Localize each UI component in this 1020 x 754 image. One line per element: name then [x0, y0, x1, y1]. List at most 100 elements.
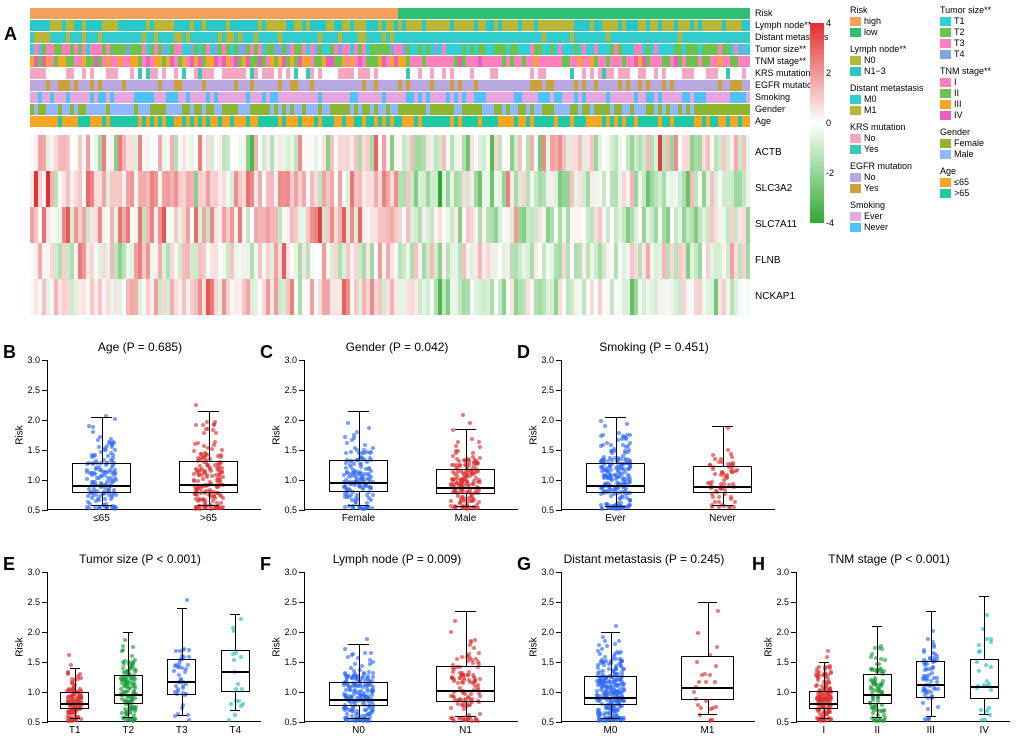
jitter-point [370, 710, 374, 714]
boxplot-title: Tumor size (P < 0.001) [15, 552, 265, 566]
boxplot-plot-area: Risk0.51.01.52.02.53.0T1T2T3T4 [47, 572, 261, 722]
legend-item: M1 [850, 105, 924, 116]
x-tick-label: IV [980, 721, 989, 736]
whisker [931, 698, 932, 716]
jitter-point [932, 656, 936, 660]
whisker-cap [230, 614, 240, 615]
legend-item-label: T3 [954, 39, 965, 48]
jitter-point [351, 709, 355, 713]
jitter-point [219, 453, 223, 457]
legend-item: high [850, 16, 924, 27]
panel-label: E [3, 554, 15, 575]
y-tick-label: 2.5 [27, 597, 48, 607]
legend-item-label: III [954, 100, 962, 109]
jitter-point [352, 433, 356, 437]
jitter-point [596, 663, 600, 667]
jitter-point [477, 651, 481, 655]
box [72, 463, 131, 493]
heatmap-row-label: NCKAP1 [755, 291, 795, 302]
legend-swatch [940, 78, 951, 87]
jitter-point [96, 438, 100, 442]
whisker [466, 429, 467, 469]
heatmap-row-label: SLC3A2 [755, 183, 792, 194]
x-tick-label: M0 [604, 721, 618, 736]
median-line [693, 486, 752, 488]
median-line [970, 686, 999, 688]
legend-item: Never [850, 222, 924, 233]
whisker-cap [698, 714, 717, 715]
y-tick-label: 2.5 [776, 597, 797, 607]
box [329, 682, 388, 706]
whisker-cap [872, 717, 882, 718]
jitter-point [733, 500, 737, 504]
legend-item-label: low [864, 28, 878, 37]
jitter-point [85, 505, 89, 509]
whisker-cap [455, 506, 476, 507]
jitter-point [113, 417, 117, 421]
legend-item: II [940, 88, 991, 99]
jitter-point [459, 497, 463, 501]
median-line [179, 484, 238, 486]
whisker [616, 417, 617, 463]
box [584, 676, 637, 705]
heatmap-colorbar [810, 23, 824, 223]
jitter-point [131, 645, 135, 649]
jitter-point [90, 496, 94, 500]
jitter-point [109, 497, 113, 501]
legend-swatch [940, 178, 951, 187]
panel-A: RiskLymph node**Distant metastasisTumor … [15, 0, 780, 320]
whisker [708, 700, 709, 713]
jitter-point [202, 455, 206, 459]
jitter-point [601, 443, 605, 447]
median-line [863, 694, 892, 696]
boxplot-title: Smoking (P = 0.451) [529, 340, 779, 354]
annotation-track [30, 8, 750, 19]
jitter-point [478, 445, 482, 449]
jitter-point [369, 450, 373, 454]
whisker-cap [455, 716, 476, 717]
jitter-point [711, 453, 715, 457]
heatmap-row [30, 243, 750, 279]
jitter-point [371, 671, 375, 675]
jitter-point [478, 456, 482, 460]
whisker [75, 709, 76, 719]
annotation-track [30, 44, 750, 55]
jitter-point [605, 706, 609, 710]
legend-item: N0 [850, 55, 924, 66]
jitter-point [212, 423, 216, 427]
colorbar-tick-label: -2 [826, 168, 834, 178]
whisker [75, 668, 76, 692]
y-tick-label: 1.0 [284, 475, 305, 485]
y-axis-title: Risk [529, 637, 540, 656]
legend-swatch [940, 28, 951, 37]
whisker [209, 493, 210, 505]
jitter-point [194, 423, 198, 427]
jitter-point [474, 717, 478, 721]
jitter-point [362, 507, 366, 511]
legend-item-label: T1 [954, 17, 965, 26]
boxplot-plot-area: Risk0.51.01.52.02.53.0EverNever [561, 360, 775, 510]
y-tick-label: 2.0 [27, 415, 48, 425]
jitter-point [455, 463, 459, 467]
jitter-point [343, 435, 347, 439]
legend-swatch [850, 106, 861, 115]
annotation-track [30, 116, 750, 127]
boxplot-title: TNM stage (P < 0.001) [764, 552, 1014, 566]
jitter-point [371, 493, 375, 497]
legend-group-title: Age [940, 166, 991, 176]
jitter-point [619, 658, 623, 662]
whisker-cap [605, 417, 626, 418]
jitter-point [96, 497, 100, 501]
jitter-point [596, 710, 600, 714]
annotation-track [30, 92, 750, 103]
legend-item: Ever [850, 211, 924, 222]
y-tick-label: 3.0 [27, 567, 48, 577]
box [60, 692, 89, 709]
boxplot-plot-area: Risk0.51.01.52.02.53.0FemaleMale [304, 360, 518, 510]
jitter-point [880, 647, 884, 651]
jitter-point [449, 499, 453, 503]
jitter-point [113, 448, 117, 452]
legend-item-label: No [864, 134, 876, 143]
legend-swatch [850, 28, 861, 37]
legend-item-label: No [864, 173, 876, 182]
